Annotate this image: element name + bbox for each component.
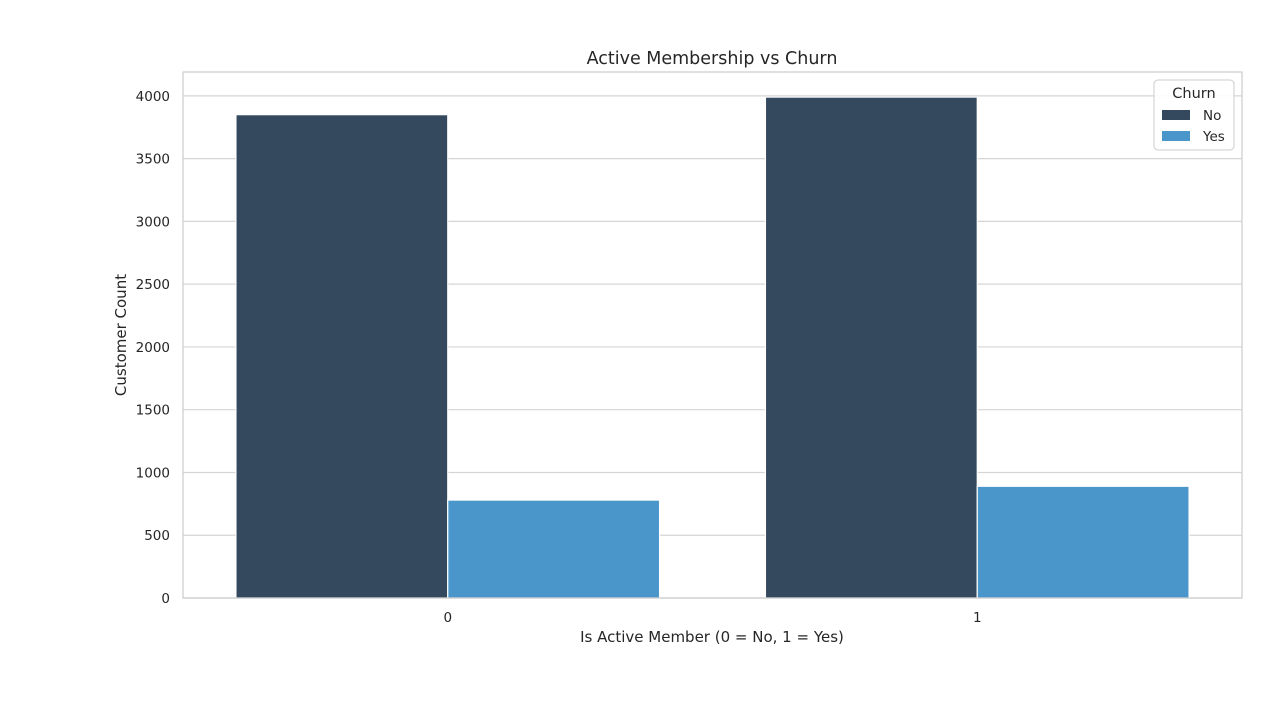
y-tick-label: 1500 xyxy=(136,403,170,419)
y-tick-labels: 0 500 1000 1500 2000 2500 3000 3500 4000 xyxy=(136,89,170,607)
plot-frame xyxy=(182,71,1243,599)
x-tick-label: 0 xyxy=(443,610,452,626)
x-axis-label: Is Active Member (0 = No, 1 = Yes) xyxy=(580,628,844,646)
y-tick-label: 0 xyxy=(161,591,170,607)
bars xyxy=(235,96,1190,599)
legend-label-no: No xyxy=(1203,108,1221,124)
legend: Churn No Yes xyxy=(1153,79,1235,151)
bar-no-0 xyxy=(235,114,449,599)
legend-swatch-yes xyxy=(1162,131,1190,141)
y-tick-label: 2000 xyxy=(136,340,170,356)
x-tick-label: 1 xyxy=(973,610,982,626)
bar-yes-1 xyxy=(976,485,1190,599)
legend-label-yes: Yes xyxy=(1202,129,1225,145)
bar-yes-0 xyxy=(447,499,661,599)
y-tick-label: 500 xyxy=(144,528,170,544)
y-tick-label: 3000 xyxy=(136,214,170,230)
y-tick-label: 2500 xyxy=(136,277,170,293)
chart-title: Active Membership vs Churn xyxy=(587,49,838,69)
legend-swatch-no xyxy=(1162,110,1190,120)
legend-title: Churn xyxy=(1172,86,1215,102)
y-tick-label: 3500 xyxy=(136,152,170,168)
y-tick-label: 4000 xyxy=(136,89,170,105)
y-axis-label: Customer Count xyxy=(112,274,130,396)
bar-no-1 xyxy=(764,96,978,599)
y-tick-label: 1000 xyxy=(136,465,170,481)
legend-items: No Yes xyxy=(1162,108,1225,145)
